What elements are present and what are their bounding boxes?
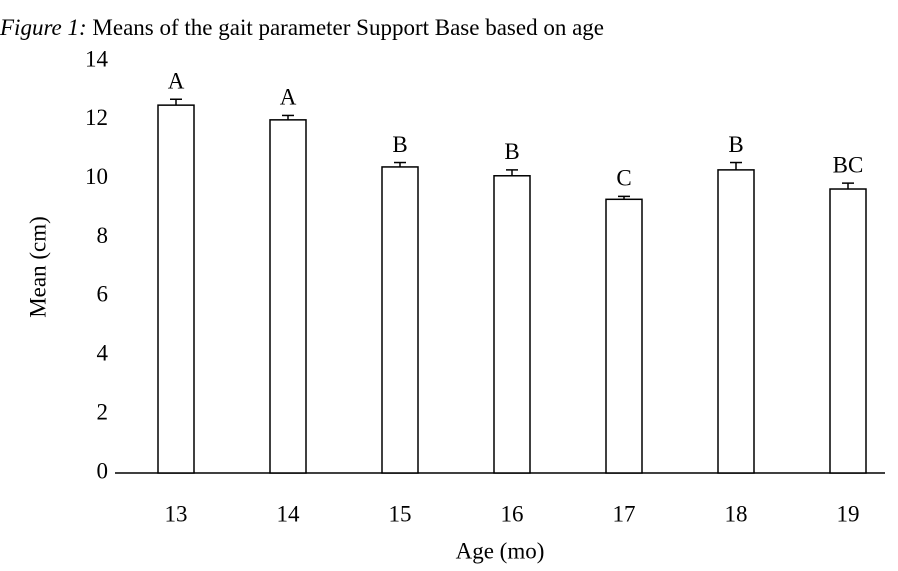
- bar-annotation: B: [504, 139, 519, 164]
- bar: [381, 166, 419, 474]
- x-tick-label: 17: [613, 501, 636, 526]
- x-tick-label: 19: [837, 501, 860, 526]
- x-tick-label: 14: [277, 501, 301, 526]
- x-tick-label: 13: [165, 501, 188, 526]
- bar: [157, 104, 195, 474]
- bar-annotation: A: [168, 69, 185, 94]
- title-prefix: Figure 1:: [0, 15, 87, 40]
- x-tick-label: 15: [389, 501, 412, 526]
- bar: [829, 188, 867, 474]
- bar-annotation: A: [280, 85, 297, 110]
- bar-annotation: C: [616, 166, 631, 191]
- bar-annotation: B: [392, 132, 407, 157]
- bar: [717, 169, 755, 474]
- y-axis-label: Mean (cm): [25, 216, 50, 318]
- y-tick-label: 4: [97, 341, 109, 366]
- x-axis-label: Age (mo): [456, 538, 545, 563]
- y-tick-label: 8: [97, 223, 109, 248]
- title-text: Means of the gait parameter Support Base…: [92, 15, 604, 40]
- y-tick-label: 0: [97, 458, 109, 483]
- chart-title: Figure 1: Means of the gait parameter Su…: [0, 15, 604, 40]
- bar: [493, 175, 531, 474]
- bar: [605, 198, 643, 474]
- y-tick-label: 10: [85, 164, 108, 189]
- y-tick-label: 2: [97, 399, 109, 424]
- y-tick-label: 12: [85, 105, 108, 130]
- x-tick-label: 18: [725, 501, 748, 526]
- x-tick-label: 16: [501, 501, 524, 526]
- y-tick-label: 6: [97, 282, 109, 307]
- bar-annotation: B: [728, 132, 743, 157]
- bar-annotation: BC: [833, 152, 864, 177]
- y-tick-label: 14: [85, 46, 109, 71]
- bar: [269, 119, 307, 474]
